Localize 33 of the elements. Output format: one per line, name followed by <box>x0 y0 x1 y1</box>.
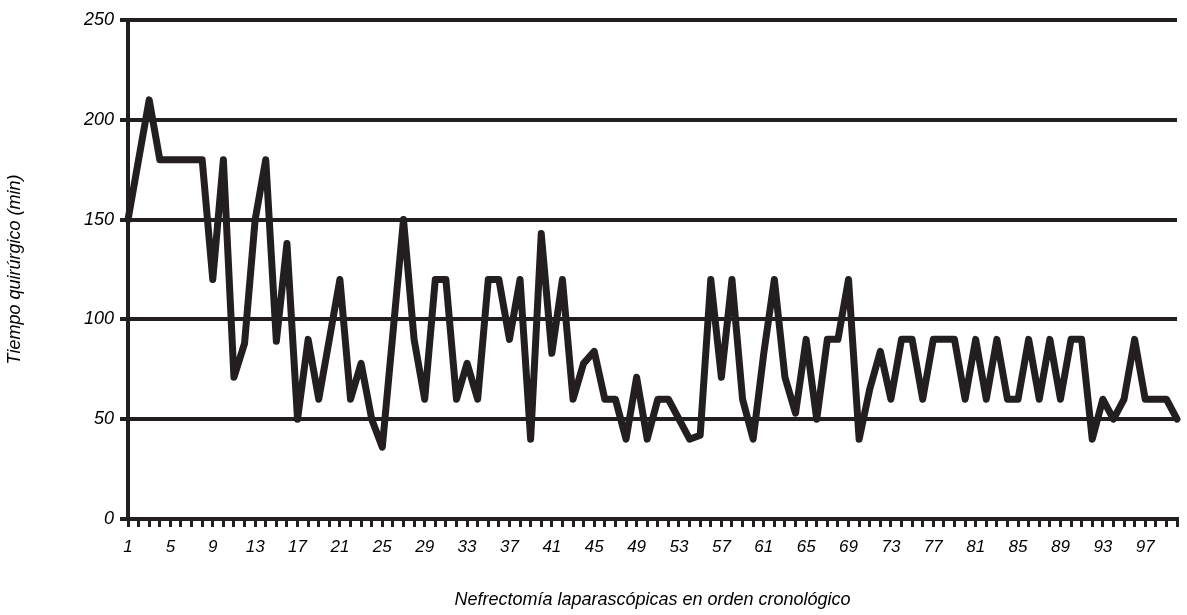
y-tick-label: 50 <box>93 408 114 429</box>
x-tick-label: 29 <box>414 536 435 556</box>
x-tick-label: 73 <box>881 536 901 556</box>
y-tick-label: 200 <box>82 108 114 129</box>
x-tick-label: 25 <box>371 536 393 556</box>
y-tick-label: 100 <box>83 308 114 329</box>
x-tick-label: 1 <box>123 536 133 556</box>
x-tick-label: 33 <box>457 536 478 556</box>
x-tick-label: 17 <box>288 536 308 556</box>
x-tick-label: 41 <box>542 536 562 556</box>
y-tick-label: 150 <box>83 208 114 229</box>
x-tick-label: 61 <box>754 536 774 556</box>
y-tick-label: 250 <box>82 9 114 29</box>
x-tick-label: 57 <box>711 536 732 556</box>
x-tick-label: 9 <box>208 536 219 556</box>
x-tick-label: 37 <box>499 536 520 556</box>
x-tick-label: 53 <box>669 536 689 556</box>
x-tick-label: 85 <box>1008 536 1029 556</box>
x-tick-label: 97 <box>1135 536 1156 556</box>
x-tick-label: 49 <box>627 536 647 556</box>
x-tick-label: 93 <box>1093 536 1113 556</box>
x-tick-label: 65 <box>796 536 817 556</box>
x-tick-label: 81 <box>966 536 986 556</box>
x-tick-label: 45 <box>584 536 605 556</box>
x-tick-label: 77 <box>923 536 944 556</box>
y-axis-title: Tiempo quirúrgico (min) <box>3 174 24 365</box>
y-tick-label: 0 <box>103 508 114 528</box>
x-tick-label: 89 <box>1050 536 1071 556</box>
x-tick-label: 5 <box>165 536 176 556</box>
x-tick-label: 21 <box>329 536 350 556</box>
x-tick-label: 69 <box>839 536 859 556</box>
x-axis-title: Nefrectomía laparascópicas en orden cronológico <box>454 589 851 610</box>
x-tick-label: 13 <box>245 536 266 556</box>
